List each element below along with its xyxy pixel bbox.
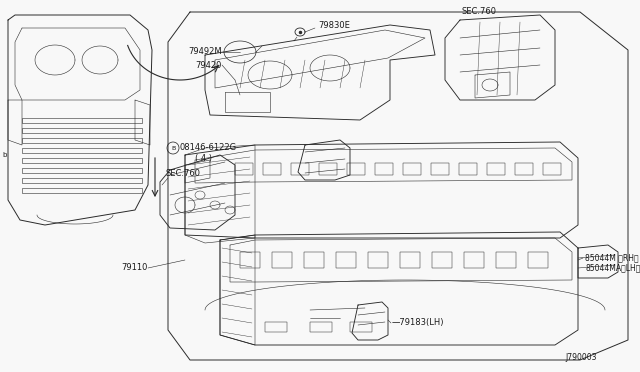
Bar: [432, 252, 452, 268]
Bar: [22, 118, 142, 123]
Bar: [22, 188, 142, 193]
Bar: [291, 163, 309, 175]
Bar: [375, 163, 393, 175]
Bar: [310, 322, 332, 332]
Text: SEC.760: SEC.760: [165, 169, 200, 177]
Bar: [22, 178, 142, 183]
Bar: [265, 322, 287, 332]
Text: ( 4 ): ( 4 ): [195, 154, 212, 163]
Text: 79830E: 79830E: [318, 22, 350, 31]
Bar: [263, 163, 281, 175]
Bar: [235, 163, 253, 175]
Bar: [487, 163, 505, 175]
Bar: [543, 163, 561, 175]
Bar: [22, 138, 142, 143]
Bar: [403, 163, 421, 175]
Bar: [319, 163, 337, 175]
Bar: [272, 252, 292, 268]
Text: 79110: 79110: [122, 263, 148, 273]
Text: b: b: [2, 152, 6, 158]
Text: B: B: [171, 145, 175, 151]
Bar: [22, 148, 142, 153]
Text: SEC.760: SEC.760: [462, 6, 497, 16]
Text: J790003: J790003: [565, 353, 596, 362]
Text: 79492M: 79492M: [188, 48, 222, 57]
Bar: [304, 252, 324, 268]
Bar: [336, 252, 356, 268]
Bar: [347, 163, 365, 175]
Bar: [464, 252, 484, 268]
Bar: [22, 158, 142, 163]
Text: 85044M 〈RH〉: 85044M 〈RH〉: [585, 253, 639, 263]
Bar: [22, 128, 142, 133]
Bar: [368, 252, 388, 268]
Bar: [459, 163, 477, 175]
Bar: [515, 163, 533, 175]
Bar: [240, 252, 260, 268]
Bar: [22, 168, 142, 173]
Text: —79183(LH): —79183(LH): [392, 318, 445, 327]
Bar: [350, 322, 372, 332]
Bar: [431, 163, 449, 175]
Text: 08146-6122G: 08146-6122G: [180, 144, 237, 153]
Bar: [400, 252, 420, 268]
Bar: [496, 252, 516, 268]
Bar: [528, 252, 548, 268]
Text: 85044MA〈LH〉: 85044MA〈LH〉: [585, 263, 640, 273]
Text: 79420: 79420: [196, 61, 222, 70]
